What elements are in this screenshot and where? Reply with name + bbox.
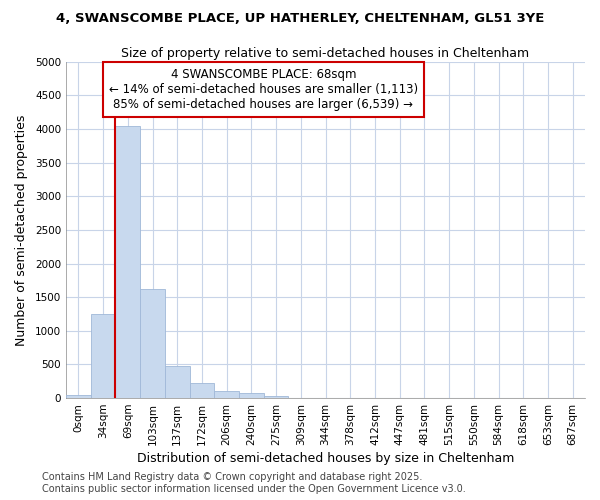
Bar (165, 366, 190, 398)
Y-axis label: Number of semi-detached properties: Number of semi-detached properties (15, 114, 28, 346)
X-axis label: Distribution of semi-detached houses by size in Cheltenham: Distribution of semi-detached houses by … (137, 452, 514, 465)
Text: 4 SWANSCOMBE PLACE: 68sqm
← 14% of semi-detached houses are smaller (1,113)
85% : 4 SWANSCOMBE PLACE: 68sqm ← 14% of semi-… (109, 68, 418, 112)
Bar (91, 314, 115, 398)
Bar (140, 288, 165, 398)
Bar (214, 392, 239, 398)
Text: Contains HM Land Registry data © Crown copyright and database right 2025.
Contai: Contains HM Land Registry data © Crown c… (42, 472, 466, 494)
Bar (115, 126, 140, 398)
Title: Size of property relative to semi-detached houses in Cheltenham: Size of property relative to semi-detach… (121, 48, 530, 60)
Bar (239, 393, 264, 398)
Text: 4, SWANSCOMBE PLACE, UP HATHERLEY, CHELTENHAM, GL51 3YE: 4, SWANSCOMBE PLACE, UP HATHERLEY, CHELT… (56, 12, 544, 26)
Bar (264, 396, 289, 398)
Bar (190, 383, 214, 398)
Bar (66, 394, 91, 398)
